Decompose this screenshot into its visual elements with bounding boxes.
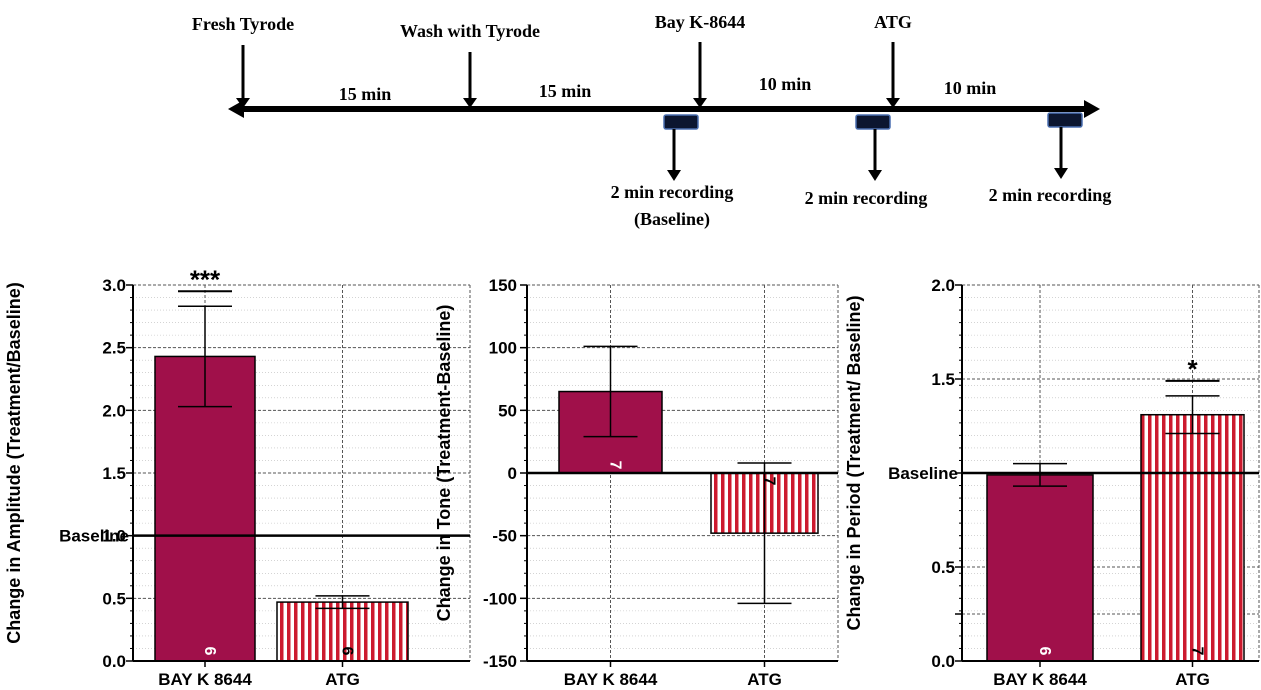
recording-label: 2 min recording [611, 182, 734, 202]
event-wash-tyrode: Wash with Tyrode [400, 21, 540, 108]
down-arrow-icon [693, 98, 707, 108]
y-tick-label: 0.5 [931, 558, 955, 577]
down-arrow-icon [886, 98, 900, 108]
down-arrow-icon [667, 170, 681, 181]
y-tick-label: 2.0 [931, 276, 955, 295]
y-tick-label: -50 [492, 527, 517, 546]
recording-sublabel: (Baseline) [634, 209, 710, 230]
bar-bay-k-8644 [986, 474, 1094, 662]
significance-label: * [1187, 354, 1198, 384]
significance-label: *** [190, 264, 221, 294]
x-tick-label: ATG [1175, 670, 1210, 689]
y-axis-label: Change in Amplitude (Treatment/Baseline) [4, 282, 24, 643]
y-tick-label: 50 [498, 401, 517, 420]
y-tick-label: 0.5 [102, 589, 126, 608]
down-arrow-icon [868, 170, 882, 181]
n-label: 7 [1189, 647, 1206, 656]
bar-atg [276, 601, 409, 662]
y-tick-label: 1.5 [102, 464, 126, 483]
event-bay-k-8644: Bay K-8644 [655, 12, 746, 108]
n-label: 7 [607, 461, 624, 470]
y-tick-label: 1.5 [931, 370, 955, 389]
y-tick-label: 1.0 [102, 527, 126, 546]
interval-label: 15 min [539, 81, 592, 101]
event-label: ATG [874, 12, 912, 32]
recording-3: 2 min recording [989, 112, 1112, 205]
x-tick-label: BAY K 8644 [158, 670, 252, 689]
y-tick-label: 0.0 [102, 652, 126, 671]
interval-label: 15 min [339, 84, 392, 104]
n-label: 7 [761, 477, 778, 486]
bar-atg [1140, 413, 1245, 662]
baseline-label: Baseline [888, 464, 958, 483]
recording-1: 2 min recording (Baseline) [611, 114, 734, 230]
y-tick-label: -100 [483, 589, 517, 608]
y-tick-label: 2.0 [102, 401, 126, 420]
n-label: 6 [339, 647, 356, 656]
event-label: Bay K-8644 [655, 12, 746, 32]
chart-tone: -150 -100 -50 0 50 100 150 7 BAY K 8644 7 ATG Chang… [434, 276, 839, 689]
x-tick-label: BAY K 8644 [564, 670, 658, 689]
x-tick-label: ATG [747, 670, 782, 689]
event-label: Wash with Tyrode [400, 21, 540, 41]
event-fresh-tyrode: Fresh Tyrode [192, 14, 294, 108]
timeline-right-arrowhead [1084, 100, 1100, 118]
recording-label: 2 min recording [805, 188, 928, 208]
interval-label: 10 min [759, 74, 812, 94]
event-atg: ATG [874, 12, 912, 108]
recording-marker-icon [855, 114, 891, 130]
protocol-timeline: Fresh Tyrode Wash with Tyrode Bay K-8644… [192, 12, 1111, 230]
y-axis-label: Change in Period (Treatment/ Baseline) [844, 295, 864, 630]
y-tick-label: 0.0 [931, 652, 955, 671]
n-label: 6 [1036, 647, 1053, 656]
y-tick-label: -150 [483, 652, 517, 671]
down-arrow-icon [463, 98, 477, 108]
interval-label: 10 min [944, 78, 997, 98]
y-axis-label: Change in Tone (Treatment-Baseline) [434, 305, 454, 622]
recording-label: 2 min recording [989, 185, 1112, 205]
down-arrow-icon [236, 98, 250, 108]
x-tick-label: ATG [325, 670, 360, 689]
down-arrow-icon [1054, 168, 1068, 179]
y-tick-label: 0 [508, 464, 517, 483]
recording-marker-icon [663, 114, 699, 130]
y-tick-label: 3.0 [102, 276, 126, 295]
n-label: 6 [201, 647, 218, 656]
chart-amplitude: 0.0 0.5 1.0 1.5 2.0 2.5 3.0 *** 6 BAY K 8644 6 ATG B… [4, 264, 471, 689]
timeline-left-arrowhead [228, 100, 244, 118]
event-label: Fresh Tyrode [192, 14, 294, 34]
y-tick-label: 150 [489, 276, 517, 295]
recording-marker-icon [1047, 112, 1083, 128]
y-tick-label: 100 [489, 339, 517, 358]
recording-2: 2 min recording [805, 114, 928, 208]
chart-period: 0.0 0.5 1.5 2.0 6 BAY K 8644 * 7 ATG Baseline Chan… [844, 276, 1260, 689]
baseline-label: Baseline [59, 527, 129, 546]
x-tick-label: BAY K 8644 [993, 670, 1087, 689]
y-tick-label: 2.5 [102, 339, 126, 358]
